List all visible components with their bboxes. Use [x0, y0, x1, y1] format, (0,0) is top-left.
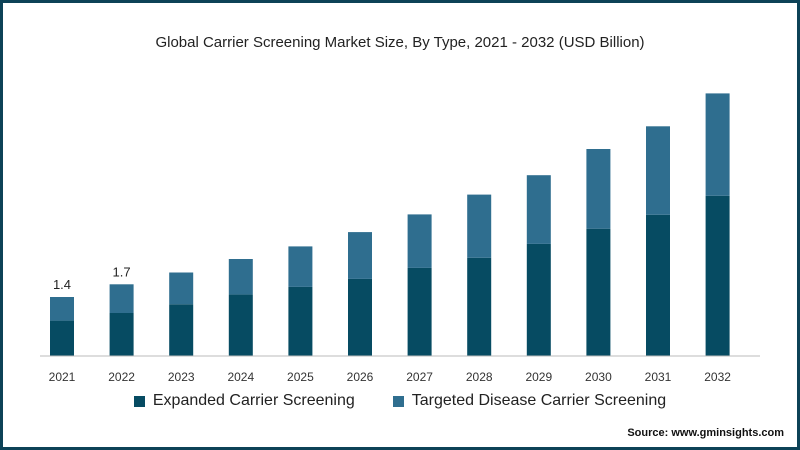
bar-expanded-2031 [646, 214, 670, 356]
bar-targeted-2023 [169, 272, 194, 305]
bar-expanded-2022 [109, 313, 134, 356]
data-label-2022: 1.7 [113, 264, 131, 279]
bar-expanded-2024 [228, 294, 253, 356]
bar-targeted-2028 [467, 194, 492, 258]
x-tick-label-2022: 2022 [108, 370, 135, 384]
bar-targeted-2030 [586, 149, 611, 229]
bar-targeted-2031 [646, 126, 670, 215]
bar-expanded-2032 [705, 195, 730, 356]
x-tick-label-2032: 2032 [704, 370, 731, 384]
bar-expanded-2021 [50, 320, 74, 356]
bar-targeted-2022 [109, 284, 134, 313]
data-label-2021: 1.4 [53, 277, 71, 292]
legend-label-targeted: Targeted Disease Carrier Screening [411, 392, 667, 409]
bar-expanded-2030 [586, 228, 611, 356]
labels-group: 1.4 2021 1.7 2022 2023 2024 2025 2026 2027 2028 20… [49, 264, 732, 384]
legend-item-expanded: Expanded Carrier Screening [133, 392, 355, 410]
x-tick-label-2029: 2029 [525, 370, 552, 384]
bar-targeted-2029 [526, 175, 551, 244]
bar-expanded-2023 [169, 304, 194, 356]
bars-group [50, 93, 730, 356]
legend-label-expanded: Expanded Carrier Screening [152, 392, 355, 409]
bar-targeted-2027 [407, 214, 432, 268]
bar-expanded-2027 [407, 267, 432, 356]
x-tick-label-2025: 2025 [287, 370, 314, 384]
chart-title: Global Carrier Screening Market Size, By… [155, 34, 645, 51]
bar-expanded-2028 [467, 257, 492, 356]
legend: Expanded Carrier Screening Targeted Dise… [0, 392, 800, 410]
x-tick-label-2021: 2021 [49, 370, 76, 384]
legend-swatch-targeted [392, 395, 404, 407]
x-tick-label-2023: 2023 [168, 370, 195, 384]
bar-expanded-2025 [288, 286, 313, 356]
x-tick-label-2031: 2031 [645, 370, 672, 384]
bar-targeted-2025 [288, 246, 313, 287]
bar-targeted-2026 [348, 232, 372, 279]
x-tick-label-2026: 2026 [347, 370, 374, 384]
bar-targeted-2024 [228, 259, 253, 295]
x-tick-label-2030: 2030 [585, 370, 612, 384]
legend-item-targeted: Targeted Disease Carrier Screening [392, 392, 667, 410]
x-tick-label-2024: 2024 [227, 370, 254, 384]
bar-expanded-2029 [526, 243, 551, 356]
x-tick-label-2028: 2028 [466, 370, 493, 384]
source-note: Source: www.gminsights.com [627, 427, 784, 439]
legend-swatch-expanded [133, 395, 145, 407]
bar-expanded-2026 [348, 278, 372, 356]
x-tick-label-2027: 2027 [406, 370, 433, 384]
bar-targeted-2021 [50, 297, 74, 321]
bar-targeted-2032 [705, 93, 730, 196]
